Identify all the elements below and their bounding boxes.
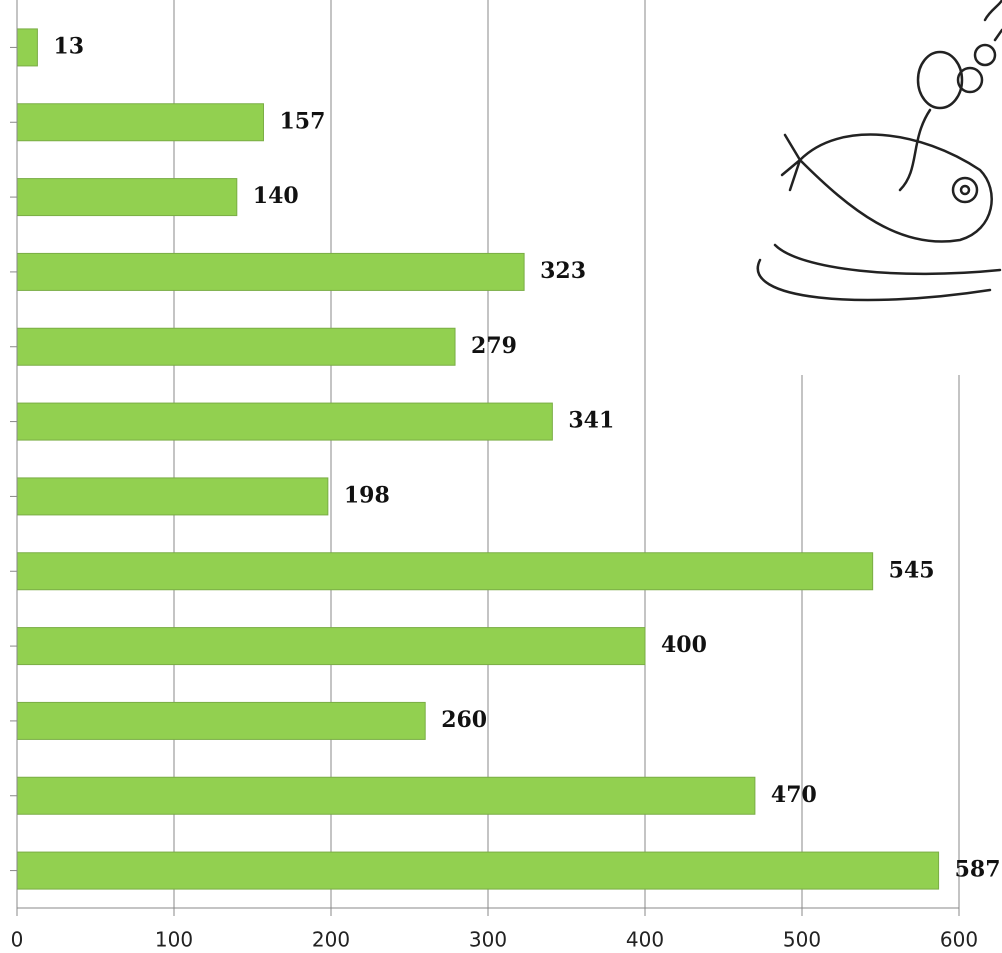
bar [16,851,940,890]
data-label: 13 [53,33,84,59]
x-tick-label: 600 [940,928,978,952]
x-tick-label: 300 [469,928,507,952]
bar [16,178,238,217]
data-label: 470 [771,782,817,808]
cartoon-illustration [745,0,1002,375]
bar [16,402,553,441]
data-label: 198 [344,482,390,508]
data-label: 545 [889,557,935,583]
data-label: 341 [568,408,614,434]
bar [16,627,646,666]
data-label: 140 [253,183,299,209]
bar [16,327,456,366]
bar [16,252,525,291]
bar [16,701,426,740]
data-label: 260 [441,707,487,733]
data-label: 157 [279,108,325,134]
x-tick-label: 200 [312,928,350,952]
data-label: 279 [471,333,517,359]
x-tick-label: 100 [155,928,193,952]
bar [16,776,756,815]
data-label: 323 [540,258,586,284]
x-tick-label: 500 [783,928,821,952]
x-tick-label: 0 [11,928,24,952]
bar [16,28,38,67]
data-label: 400 [661,632,707,658]
x-tick-label: 400 [626,928,664,952]
bar [16,477,329,516]
bar [16,103,264,142]
bar [16,552,874,591]
data-label: 587 [955,857,1001,883]
